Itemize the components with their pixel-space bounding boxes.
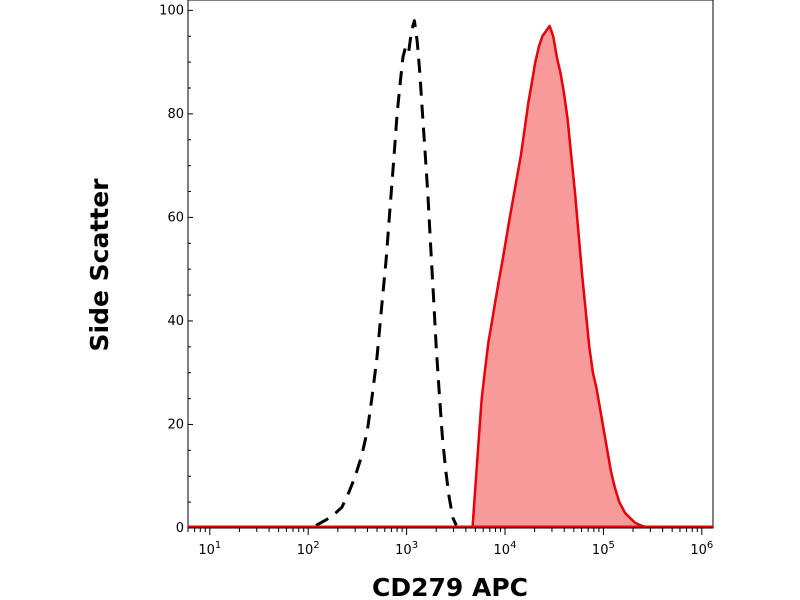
y-tick-label: 100: [159, 3, 184, 18]
x-tick-label: 104: [494, 540, 517, 558]
x-tick-label: 105: [592, 540, 615, 558]
y-tick-label: 80: [167, 107, 184, 122]
control-histogram-outline: [315, 19, 458, 527]
x-axis-title: CD279 APC: [372, 573, 528, 600]
stained-histogram-area: [472, 25, 646, 528]
y-tick-label: 0: [176, 521, 184, 536]
y-tick-label: 20: [167, 417, 184, 432]
plot-frame: [187, 0, 714, 529]
x-tick-label: 102: [297, 540, 320, 558]
x-tick-label: 106: [690, 540, 713, 558]
y-tick-label: 40: [167, 314, 184, 329]
stained-histogram-outline: [471, 24, 647, 529]
x-tick-label: 101: [198, 540, 221, 558]
series-layer: [188, 19, 713, 529]
y-axis-title: Side Scatter: [85, 178, 114, 352]
x-tick-label: 103: [395, 540, 418, 558]
y-tick-label: 60: [167, 210, 184, 225]
